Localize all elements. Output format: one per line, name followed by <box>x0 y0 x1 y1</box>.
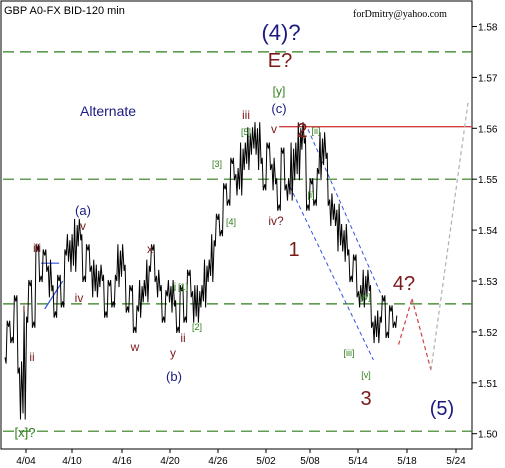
wave-label: [iv] <box>359 292 371 302</box>
y-tick-label: 1.52 <box>478 328 498 339</box>
y-tick-label: 1.50 <box>478 430 498 441</box>
wave-label: x <box>147 242 153 256</box>
wave-label: ii <box>29 350 34 364</box>
wave-label: E? <box>268 50 292 72</box>
projection-gray-line <box>430 102 469 371</box>
price-line <box>4 122 398 420</box>
horizontal-levels <box>3 51 472 432</box>
projection-lines <box>398 102 469 371</box>
wave-label: v <box>80 219 86 233</box>
wave-label: [3] <box>212 159 222 169</box>
wave-label: (5) <box>430 398 454 420</box>
wave-label: [y] <box>273 84 286 98</box>
x-tick-label: 5/02 <box>256 456 276 467</box>
x-tick-label: 5/18 <box>397 456 417 467</box>
wave-label: [iii] <box>344 348 355 358</box>
wave-label: [ii] <box>312 126 321 136</box>
x-axis: 4/04 4/10 4/16 4/20 4/26 5/02 5/08 5/14 5/18 5/24 <box>16 449 466 467</box>
alternate-label: Alternate <box>80 103 136 119</box>
x-tick-label: 4/10 <box>62 456 82 467</box>
plot-area <box>0 0 473 450</box>
wave-label: [x]? <box>15 425 36 440</box>
y-tick-label: 1.55 <box>478 175 498 186</box>
chart-title: GBP A0-FX BID-120 min <box>4 5 125 17</box>
wave-label: iii <box>242 108 250 122</box>
y-tick-label: 1.57 <box>478 73 498 84</box>
wave-label: [v] <box>361 370 371 380</box>
x-tick-label: 4/16 <box>112 456 132 467</box>
wave-label: y <box>170 346 176 360</box>
wave-label: i <box>23 301 26 315</box>
wave-label: (c) <box>271 101 286 116</box>
x-tick-label: 5/08 <box>300 456 320 467</box>
wave-label: [i] <box>307 190 314 200</box>
wave-label: [4] <box>226 217 236 227</box>
wave-label: i <box>174 280 177 294</box>
wave-label: 3 <box>360 388 371 410</box>
y-tick-label: 1.56 <box>478 124 498 135</box>
wave-label: (a) <box>75 203 91 218</box>
projection-red-line <box>411 298 432 371</box>
wave-label: [1] <box>178 282 188 292</box>
wave-label: 4? <box>393 273 415 295</box>
x-tick-label: 5/24 <box>446 456 466 467</box>
price-series <box>4 122 398 420</box>
credit-text: forDmitry@yahoo.com <box>353 9 447 20</box>
projection-red-line <box>398 298 413 345</box>
x-tick-label: 4/20 <box>160 456 180 467</box>
wave-label: 1 <box>288 239 299 261</box>
wave-label: v <box>271 122 277 136</box>
y-tick-label: 1.53 <box>478 277 498 288</box>
y-tick-label: 1.51 <box>478 379 498 390</box>
wave-label: (4)? <box>261 20 300 45</box>
y-axis: 1.58 1.57 1.56 1.55 1.54 1.53 1.52 1.51 1.50 <box>472 23 498 441</box>
wave-label: ii <box>180 331 185 345</box>
wave-label: w <box>130 340 140 354</box>
wave-label: iv? <box>268 214 284 228</box>
wave-label: [2] <box>192 322 202 332</box>
wave-label: 2 <box>296 120 307 142</box>
y-tick-label: 1.58 <box>478 23 498 34</box>
wave-label: (b) <box>166 369 182 384</box>
wave-label: [5] <box>241 127 251 137</box>
x-tick-label: 4/04 <box>16 456 36 467</box>
x-tick-label: 4/26 <box>208 456 228 467</box>
y-tick-label: 1.54 <box>478 226 498 237</box>
x-tick-label: 5/14 <box>348 456 368 467</box>
wave-label: iii <box>33 241 41 255</box>
wave-label: iv <box>75 291 84 305</box>
